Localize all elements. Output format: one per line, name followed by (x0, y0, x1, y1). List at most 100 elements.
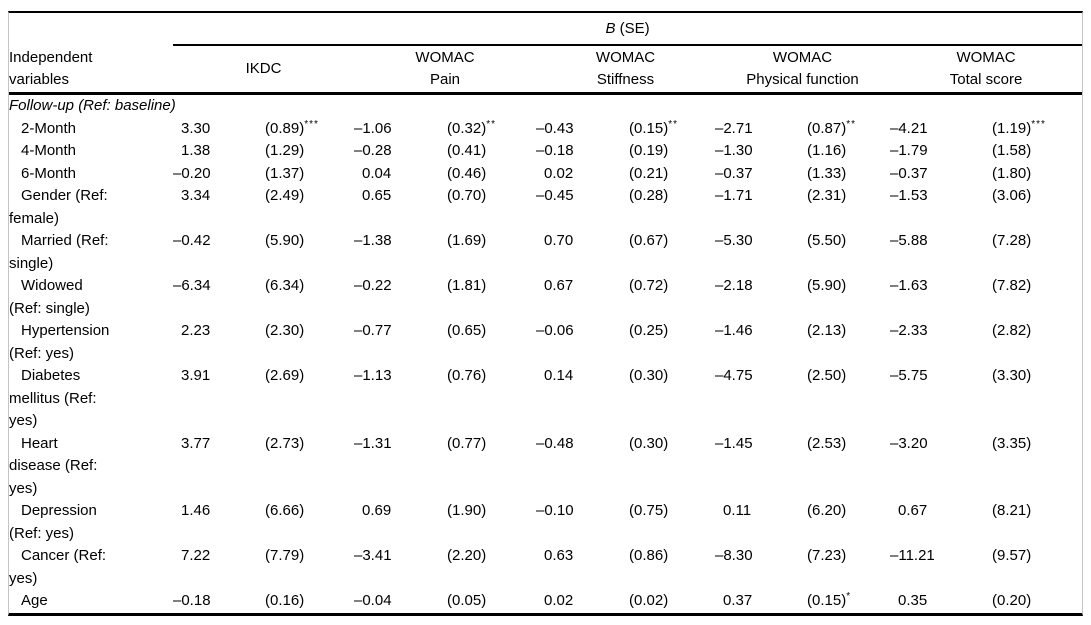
se-value-cell: (3.35) (984, 433, 1082, 501)
table-row: Married (Ref: single) –0.42 (5.90) –1.38 (1.… (9, 230, 1082, 275)
row-label-line: Hypertension (21, 322, 110, 339)
b-value-cell: 0.11 (715, 500, 799, 545)
row-label: 4-Month (9, 140, 173, 163)
b-value-cell: 7.22 (173, 545, 257, 590)
se-value-cell: (0.19) (621, 140, 715, 163)
section-label: Follow-up (Ref: baseline) (9, 97, 176, 114)
b-value: –1.06 (354, 119, 392, 137)
row-label-line: Gender (Ref: (21, 187, 108, 204)
b-value: 3.77 (181, 434, 211, 452)
se-value: (2.20) (447, 547, 487, 564)
se-value-cell: (3.30) (984, 365, 1082, 433)
se-value-cell: (2.73) (257, 433, 354, 501)
b-value: –5.75 (890, 367, 928, 384)
b-value: –1.45 (715, 434, 753, 452)
se-value-cell: (6.34) (257, 275, 354, 320)
se-value: (0.30) (629, 434, 669, 452)
b-value: 0.14 (544, 367, 574, 384)
se-value: (2.82) (992, 322, 1032, 339)
se-value-cell: (2.31) (799, 185, 890, 230)
se-value-cell: (0.05) (439, 590, 536, 613)
se-value: (8.21) (992, 502, 1032, 519)
se-label: (SE) (615, 20, 650, 37)
se-value-cell: (3.06) (984, 185, 1082, 230)
b-value: –1.13 (354, 367, 392, 384)
b-value: 7.22 (181, 547, 211, 564)
b-value: 0.69 (362, 502, 392, 519)
se-value-cell: (0.15)* (799, 590, 890, 613)
regression-table: B (SE) Independent variables IKDC WOMAC P… (9, 13, 1083, 613)
b-value: 3.34 (181, 187, 211, 204)
b-value-cell: –0.10 (536, 500, 621, 545)
b-value: 0.37 (723, 592, 753, 609)
row-label-line: yes) (9, 479, 38, 497)
se-value-cell: (6.20) (799, 500, 890, 545)
se-value: (3.35) (992, 434, 1032, 452)
se-value-cell: (2.50) (799, 365, 890, 433)
se-value: (1.90) (447, 502, 487, 519)
se-value: (7.28) (992, 232, 1032, 249)
table-row: 6-Month –0.20 (1.37) 0.04 (0.46) 0.02 (0.21) –… (9, 163, 1082, 186)
row-label-line: yes) (9, 569, 38, 587)
se-value: (0.25) (629, 322, 669, 339)
b-value: –1.63 (890, 277, 928, 294)
b-value: 0.70 (544, 232, 574, 249)
b-value-cell: 0.69 (354, 500, 439, 545)
significance-stars: * (846, 591, 852, 602)
b-value: –2.71 (715, 119, 753, 137)
row-label-line: Widowed (21, 277, 83, 294)
table-row: Hypertension (Ref: yes) 2.23 (2.30) –0.77 (0… (9, 320, 1082, 365)
se-value-cell: (0.65) (439, 320, 536, 365)
se-value-cell: (0.76) (439, 365, 536, 433)
b-value-cell: 0.65 (354, 185, 439, 230)
se-value: (0.20) (992, 592, 1032, 609)
b-value: –2.33 (890, 322, 928, 339)
row-label-line: Age (21, 592, 48, 609)
se-value-cell: (0.30) (621, 433, 715, 501)
b-value-cell: –4.75 (715, 365, 799, 433)
se-value: (6.34) (265, 277, 305, 294)
se-value: (0.15) (629, 119, 669, 137)
section-row-followup: Follow-up (Ref: baseline) (9, 94, 1082, 118)
se-value-cell: (1.16) (799, 140, 890, 163)
b-value: –5.30 (715, 232, 753, 249)
b-value: 0.35 (898, 592, 928, 609)
significance-stars: *** (304, 118, 319, 130)
se-value: (2.31) (807, 187, 847, 204)
b-value-cell: 3.91 (173, 365, 257, 433)
se-value: (1.69) (447, 232, 487, 249)
row-label: 2-Month (9, 118, 173, 141)
column-group-header-row: Independent variables IKDC WOMAC Pain WOM… (9, 45, 1083, 95)
se-value-cell: (0.28) (621, 185, 715, 230)
se-value: (0.89) (265, 119, 305, 137)
b-value-cell: 0.02 (536, 163, 621, 186)
se-value: (1.33) (807, 164, 847, 182)
se-value: (7.82) (992, 277, 1032, 294)
se-value-cell: (7.79) (257, 545, 354, 590)
row-label: 6-Month (9, 163, 173, 186)
b-value-cell: –0.37 (890, 163, 984, 186)
se-value: (0.67) (629, 232, 669, 249)
b-value: –4.21 (890, 119, 928, 137)
se-value: (0.21) (629, 164, 669, 182)
se-value-cell: (2.30) (257, 320, 354, 365)
se-value: (0.86) (629, 547, 669, 564)
se-value: (0.30) (629, 367, 669, 384)
b-value-cell: –0.37 (715, 163, 799, 186)
se-value-cell: (0.15)** (621, 118, 715, 141)
b-value-cell: 0.70 (536, 230, 621, 275)
se-value-cell: (9.57) (984, 545, 1082, 590)
se-value-cell: (0.21) (621, 163, 715, 186)
b-value-cell: –8.30 (715, 545, 799, 590)
b-value: 3.30 (181, 119, 211, 137)
b-value-cell: –5.75 (890, 365, 984, 433)
table-row: Cancer (Ref: yes) 7.22 (7.79) –3.41 (2.20) 0.… (9, 545, 1082, 590)
se-value: (0.72) (629, 277, 669, 294)
se-value: (0.05) (447, 592, 487, 609)
b-value: 0.65 (362, 187, 392, 204)
b-value-cell: –0.43 (536, 118, 621, 141)
b-value: 0.02 (544, 164, 574, 182)
se-value: (5.90) (265, 232, 305, 249)
se-value-cell: (1.19)*** (984, 118, 1082, 141)
